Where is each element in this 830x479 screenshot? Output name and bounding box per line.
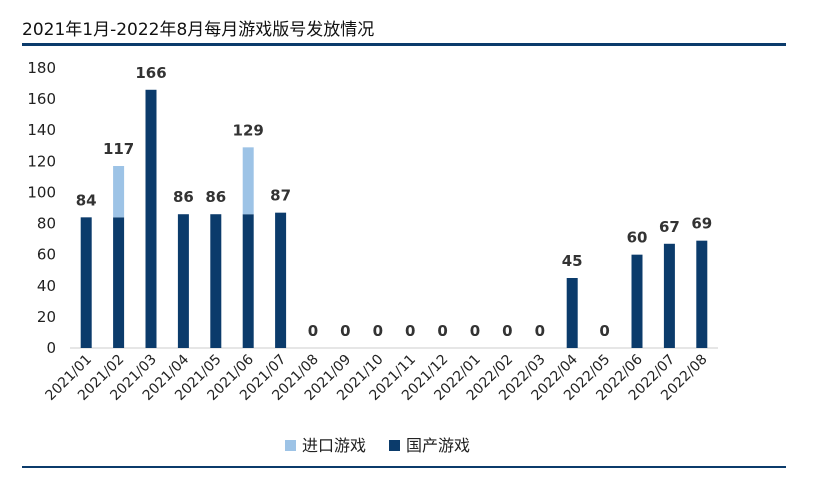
- bars: [80, 89, 708, 349]
- data-label: 45: [562, 252, 583, 270]
- y-tick-label: 60: [37, 246, 56, 264]
- legend-label: 国产游戏: [406, 436, 470, 455]
- data-label: 0: [599, 322, 609, 340]
- bar-domestic: [242, 214, 254, 348]
- data-label: 0: [535, 322, 545, 340]
- bottom-divider: [22, 466, 786, 468]
- legend-label: 进口游戏: [302, 436, 366, 455]
- bar-domestic: [631, 254, 643, 348]
- bar-imported: [113, 166, 125, 218]
- data-label: 0: [373, 322, 383, 340]
- data-label: 0: [437, 322, 447, 340]
- data-label: 0: [405, 322, 415, 340]
- bar-domestic: [566, 278, 578, 348]
- y-tick-label: 100: [27, 183, 56, 201]
- y-tick-label: 160: [27, 90, 56, 108]
- y-tick-label: 0: [46, 339, 56, 357]
- data-label: 166: [135, 64, 166, 82]
- data-label: 60: [627, 229, 648, 247]
- y-tick-label: 40: [37, 277, 56, 295]
- data-label: 87: [270, 187, 291, 205]
- bar-domestic: [113, 217, 125, 348]
- bar-domestic: [275, 212, 287, 348]
- bar-domestic: [80, 217, 92, 348]
- top-divider: [22, 43, 786, 46]
- data-label: 0: [502, 322, 512, 340]
- x-axis-labels: 2021/012021/022021/032021/042021/052021/…: [43, 351, 711, 404]
- chart-title: 2021年1月-2022年8月每月游戏版号发放情况: [22, 20, 375, 40]
- data-label: 84: [76, 191, 97, 209]
- data-label: 67: [659, 218, 680, 236]
- bar-domestic: [210, 214, 222, 348]
- data-label: 69: [691, 215, 712, 233]
- data-label: 0: [340, 322, 350, 340]
- data-labels: 84 117 166 86 86 129 87 0 0 0 0 0 0 0 0 45 0 60 67 69: [76, 64, 712, 340]
- bar-domestic: [663, 243, 675, 348]
- y-tick-label: 140: [27, 121, 56, 139]
- legend-swatch: [389, 440, 400, 451]
- y-axis-ticks: 0 20 40 60 80 100 120 140 160 180: [27, 59, 56, 357]
- data-label: 129: [233, 121, 264, 139]
- data-label: 86: [173, 188, 194, 206]
- bar-domestic: [696, 240, 708, 348]
- data-label: 86: [205, 188, 226, 206]
- bar-imported: [242, 147, 254, 215]
- y-tick-label: 120: [27, 152, 56, 170]
- bar-domestic: [177, 214, 189, 348]
- data-label: 0: [470, 322, 480, 340]
- y-tick-label: 20: [37, 308, 56, 326]
- legend-swatch: [285, 440, 296, 451]
- bar-domestic: [145, 89, 157, 349]
- data-label: 117: [103, 140, 134, 158]
- legend: 进口游戏 国产游戏: [285, 436, 470, 455]
- y-tick-label: 80: [37, 215, 56, 233]
- data-label: 0: [308, 322, 318, 340]
- y-tick-label: 180: [27, 59, 56, 77]
